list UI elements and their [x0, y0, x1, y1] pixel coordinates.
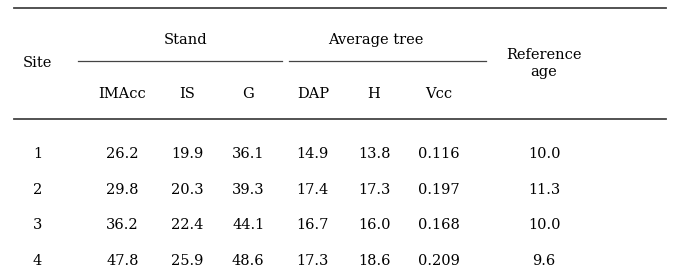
Text: 0.116: 0.116 — [418, 147, 460, 161]
Text: 1: 1 — [33, 147, 42, 161]
Text: 48.6: 48.6 — [232, 254, 265, 268]
Text: 16.0: 16.0 — [358, 218, 390, 232]
Text: 26.2: 26.2 — [106, 147, 139, 161]
Text: Stand: Stand — [163, 32, 207, 47]
Text: 2: 2 — [33, 183, 42, 197]
Text: 19.9: 19.9 — [171, 147, 203, 161]
Text: Site: Site — [22, 57, 52, 70]
Text: 10.0: 10.0 — [528, 218, 560, 232]
Text: 39.3: 39.3 — [232, 183, 265, 197]
Text: IMAcc: IMAcc — [99, 87, 146, 101]
Text: 17.3: 17.3 — [296, 254, 329, 268]
Text: 0.209: 0.209 — [418, 254, 460, 268]
Text: DAP: DAP — [296, 87, 329, 101]
Text: Average tree: Average tree — [328, 32, 424, 47]
Text: IS: IS — [179, 87, 195, 101]
Text: 17.4: 17.4 — [296, 183, 329, 197]
Text: 44.1: 44.1 — [232, 218, 265, 232]
Text: 10.0: 10.0 — [528, 147, 560, 161]
Text: 4: 4 — [33, 254, 42, 268]
Text: 9.6: 9.6 — [532, 254, 556, 268]
Text: Vcc: Vcc — [425, 87, 452, 101]
Text: 36.2: 36.2 — [106, 218, 139, 232]
Text: 18.6: 18.6 — [358, 254, 390, 268]
Text: 0.168: 0.168 — [418, 218, 460, 232]
Text: 0.197: 0.197 — [418, 183, 460, 197]
Text: 14.9: 14.9 — [296, 147, 329, 161]
Text: 22.4: 22.4 — [171, 218, 203, 232]
Text: 36.1: 36.1 — [232, 147, 265, 161]
Text: 47.8: 47.8 — [106, 254, 139, 268]
Text: 17.3: 17.3 — [358, 183, 390, 197]
Text: 11.3: 11.3 — [528, 183, 560, 197]
Text: H: H — [368, 87, 380, 101]
Text: 3: 3 — [33, 218, 42, 232]
Text: 16.7: 16.7 — [296, 218, 329, 232]
Text: 13.8: 13.8 — [358, 147, 390, 161]
Text: 25.9: 25.9 — [171, 254, 203, 268]
Text: G: G — [242, 87, 254, 101]
Text: Reference
age: Reference age — [506, 48, 582, 79]
Text: 20.3: 20.3 — [171, 183, 203, 197]
Text: 29.8: 29.8 — [106, 183, 139, 197]
